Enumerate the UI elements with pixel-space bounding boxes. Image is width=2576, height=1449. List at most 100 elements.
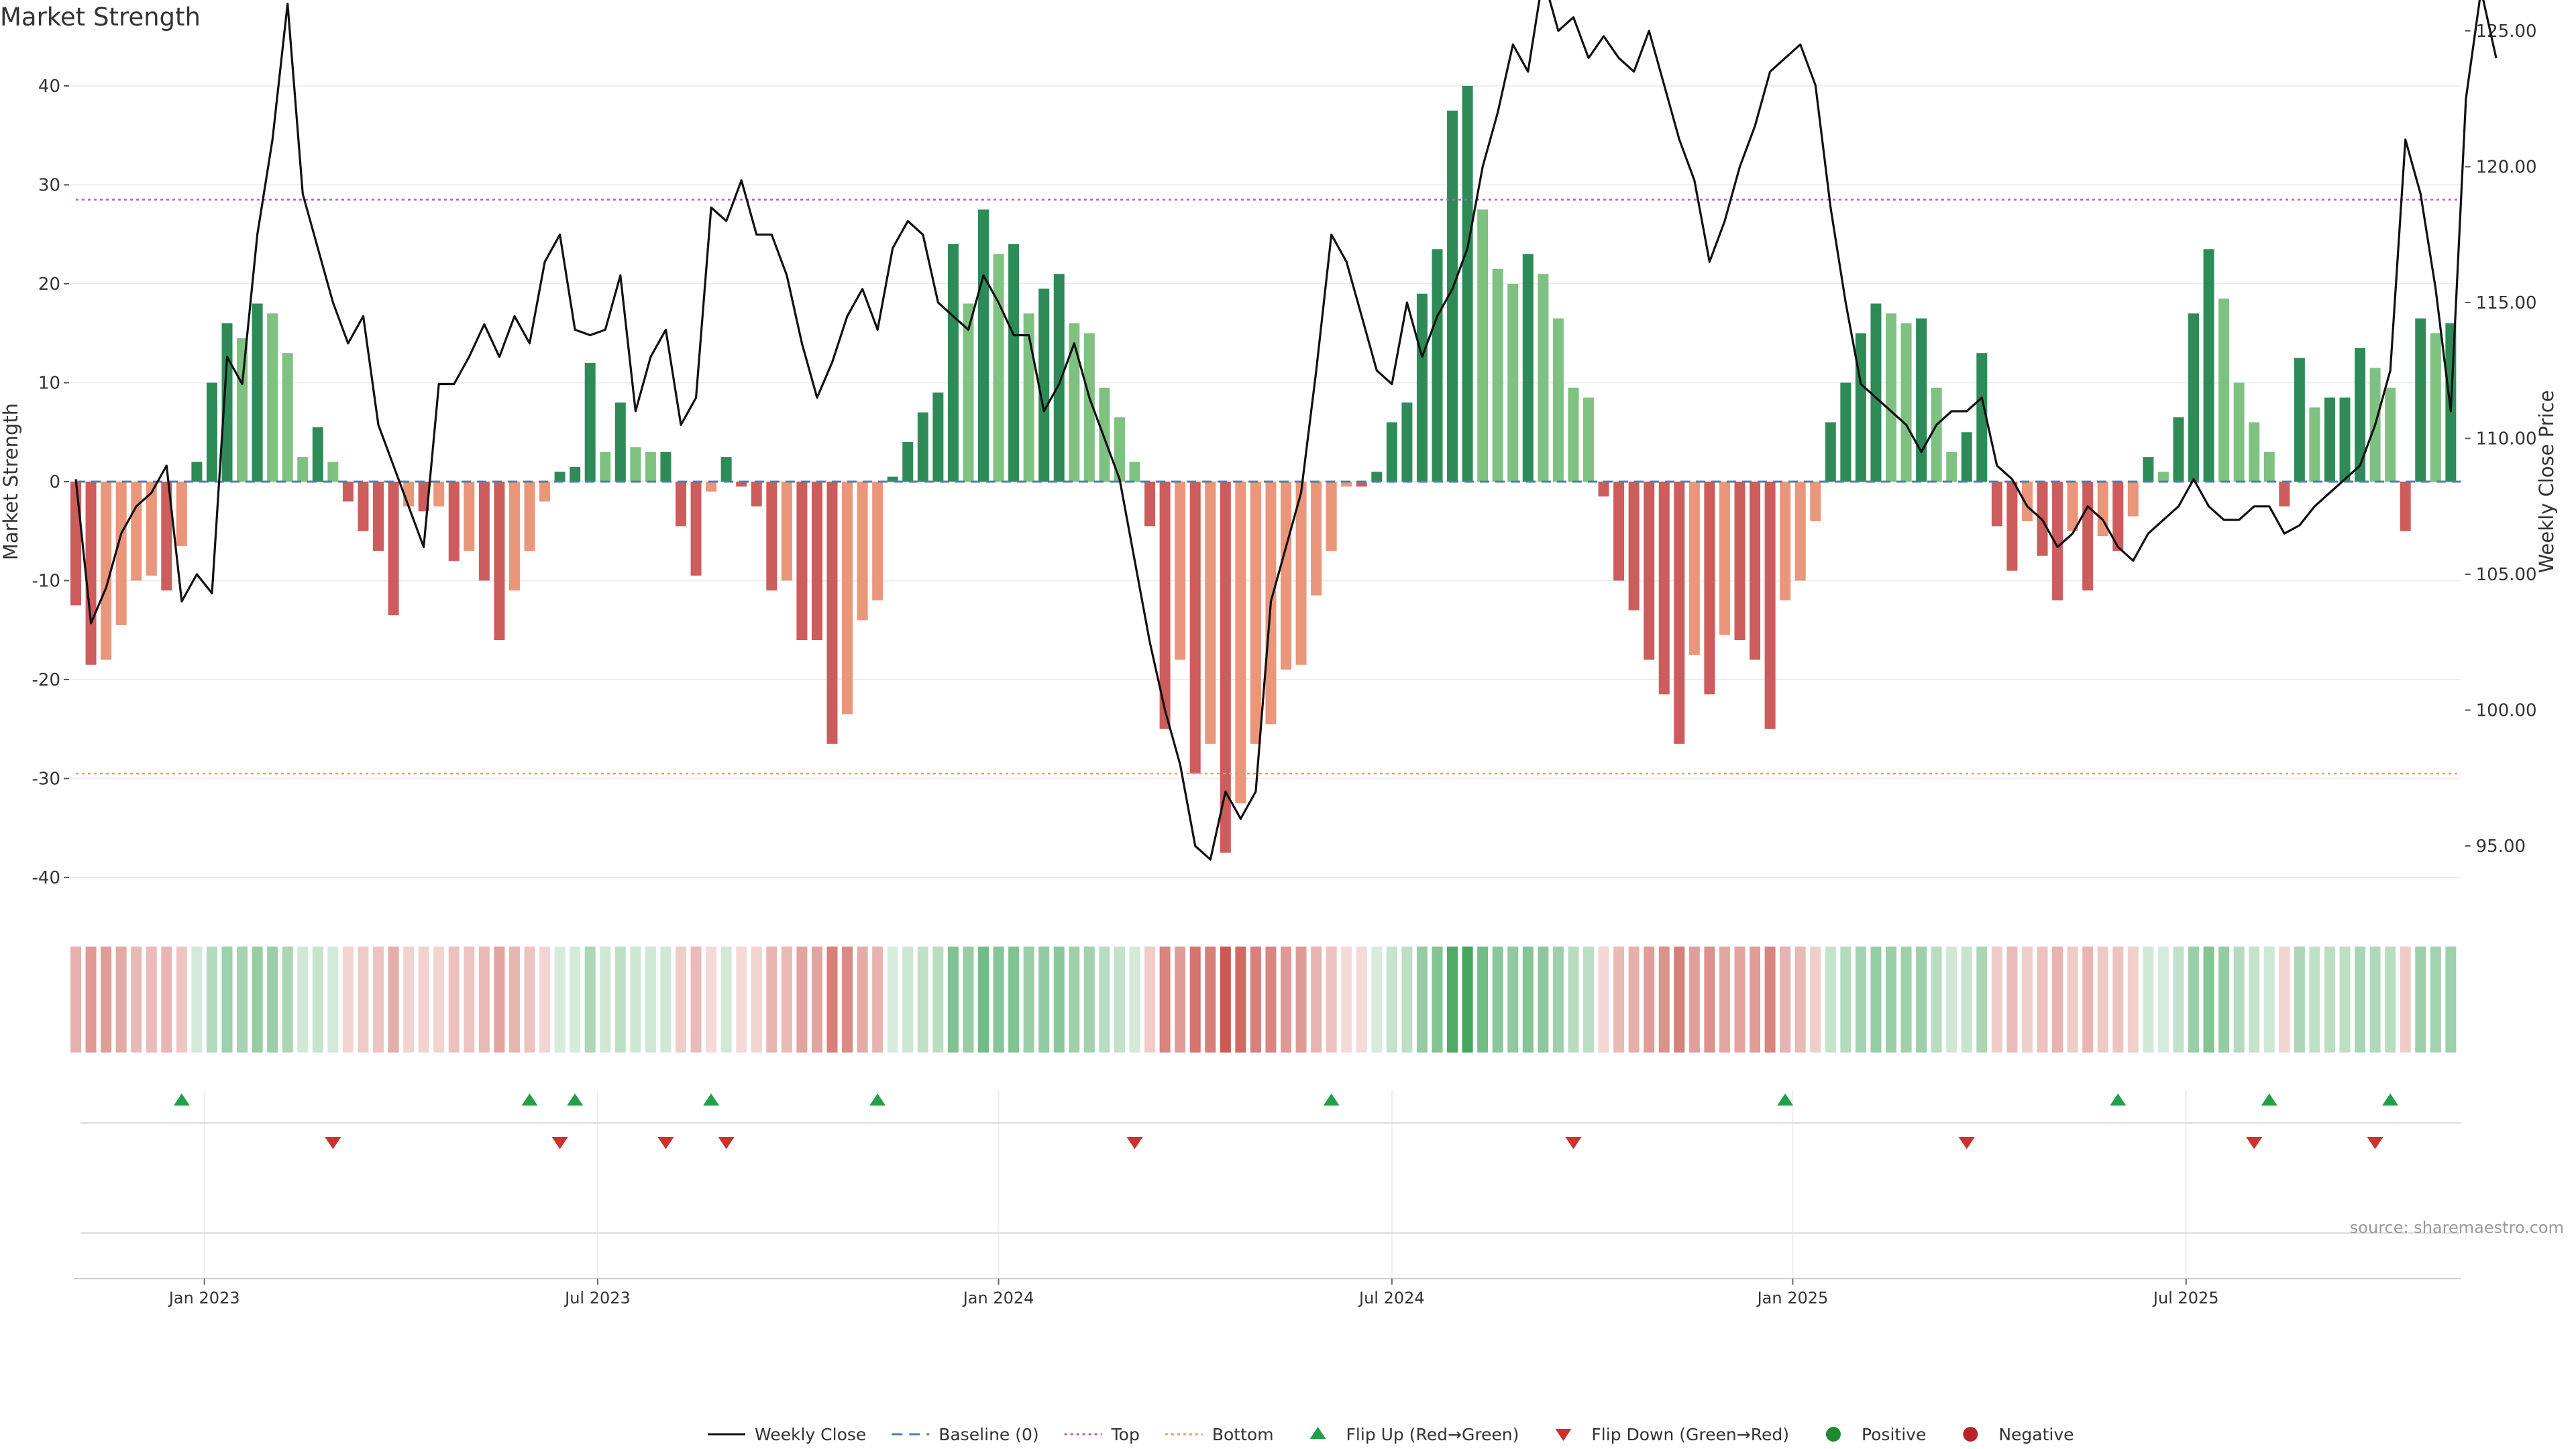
- strength-bar: [1628, 482, 1640, 610]
- strength-bar: [1416, 293, 1428, 482]
- y2-tick-label: 105.00: [2476, 565, 2537, 585]
- strength-bar: [2309, 407, 2320, 482]
- strength-bar: [720, 457, 732, 482]
- strength-bar: [993, 254, 1004, 482]
- strength-bar: [101, 482, 112, 660]
- heat-strip-cell: [1552, 947, 1564, 1053]
- strength-bar: [418, 482, 429, 512]
- heat-strip-cell: [1281, 947, 1291, 1053]
- strength-bar: [902, 442, 914, 482]
- x-tick-label: Jul 2023: [564, 1289, 631, 1307]
- strength-bar: [1613, 482, 1625, 581]
- weekly-close-line: [74, 0, 2498, 861]
- y-tick-label: -10: [32, 572, 60, 592]
- strength-bar: [2006, 482, 2018, 571]
- heat-strip-cell: [448, 947, 460, 1053]
- strength-bar: [1038, 288, 1050, 482]
- heat-strip-cell: [1991, 947, 2002, 1053]
- strength-bar: [146, 482, 157, 576]
- flip-up-marker: [2261, 1093, 2277, 1106]
- strength-bar: [963, 303, 974, 482]
- heat-strip-cell: [1401, 947, 1413, 1053]
- heat-strip-cell: [433, 947, 445, 1053]
- legend-label: Weekly Close: [755, 1425, 866, 1444]
- heat-strip-cell: [902, 947, 914, 1053]
- heat-strip-cell: [2294, 947, 2305, 1053]
- strength-bar: [1552, 318, 1564, 482]
- heat-strip-cell: [614, 947, 626, 1053]
- heat-strip-cell: [1870, 947, 1882, 1053]
- strength-bar: [464, 482, 475, 551]
- strength-bar: [358, 482, 369, 531]
- legend-label: Negative: [1998, 1425, 2074, 1444]
- heat-strip-cell: [660, 947, 672, 1053]
- heat-strip-cell: [1780, 947, 1791, 1053]
- strength-bar: [1583, 397, 1594, 482]
- strength-bar: [1023, 313, 1034, 482]
- strength-bar: [2127, 482, 2139, 517]
- strength-bar: [1432, 249, 1443, 482]
- strength-bar: [2143, 457, 2154, 482]
- heat-strip-cell: [146, 947, 157, 1053]
- strength-bar: [176, 482, 187, 546]
- strength-bar: [161, 482, 172, 591]
- heat-strip-cell: [1538, 947, 1549, 1053]
- strength-bar: [2157, 472, 2169, 482]
- heat-strip-cell: [1038, 947, 1050, 1053]
- strength-bar: [1295, 482, 1307, 665]
- strength-bar: [327, 462, 339, 482]
- heat-strip-cell: [2249, 947, 2260, 1053]
- strength-bar: [1704, 482, 1715, 695]
- strength-bar: [131, 482, 142, 581]
- heat-strip-cell: [842, 947, 853, 1053]
- heat-strip-cell: [1916, 947, 1927, 1053]
- strength-bar: [2385, 387, 2396, 482]
- heat-strip-cell: [1189, 947, 1201, 1053]
- strength-bar: [857, 482, 868, 621]
- heat-strip-cell: [1855, 947, 1866, 1053]
- strength-bar: [736, 482, 747, 487]
- legend-swatch-flip-up: [1309, 1427, 1326, 1439]
- heat-strip-cell: [2143, 947, 2154, 1053]
- heat-strip-cell: [584, 947, 596, 1053]
- heat-strip-cell: [2385, 947, 2396, 1053]
- heat-strip-cell: [221, 947, 233, 1053]
- heat-strip-cell: [1931, 947, 1942, 1053]
- strength-bar: [600, 451, 611, 482]
- source-credit: source: sharemaestro.com: [2349, 1218, 2564, 1237]
- x-tick-label: Jan 2025: [1756, 1289, 1829, 1307]
- heat-strip-cell: [2082, 947, 2094, 1053]
- flip-down-marker: [325, 1137, 341, 1149]
- strength-bar: [1719, 482, 1730, 635]
- heat-strip-cell: [252, 947, 263, 1053]
- strength-bar: [1840, 382, 1851, 482]
- strength-bar: [947, 244, 959, 482]
- strength-bar: [1311, 482, 1322, 596]
- strength-bar: [1083, 333, 1095, 482]
- legend-label: Positive: [1862, 1425, 1926, 1444]
- strength-bar: [1401, 402, 1413, 482]
- y-tick-label: 0: [49, 472, 60, 492]
- strength-bar: [796, 482, 808, 640]
- heat-strip-cell: [1023, 947, 1034, 1053]
- strength-bar: [2415, 318, 2426, 482]
- strength-bar: [826, 482, 838, 744]
- strength-bar: [1931, 387, 1942, 482]
- heat-strip-cell: [2263, 947, 2275, 1053]
- strength-bar: [1750, 482, 1761, 660]
- strength-bar: [1205, 482, 1216, 744]
- strength-bar: [660, 451, 672, 482]
- y-axis-label: Market Strength: [0, 403, 22, 560]
- heat-strip-cell: [554, 947, 566, 1053]
- heat-strip-cell: [1235, 947, 1246, 1053]
- flip-down-marker: [2367, 1137, 2383, 1149]
- heat-strip-cell: [508, 947, 520, 1053]
- strength-bar: [1794, 482, 1806, 581]
- strength-bar: [2218, 299, 2230, 482]
- heat-strip-cell: [736, 947, 747, 1053]
- strength-bar: [2279, 482, 2290, 506]
- heat-strip-cell: [1750, 947, 1761, 1053]
- strength-bar: [2355, 347, 2366, 482]
- legend-label: Top: [1111, 1425, 1140, 1444]
- strength-bar: [1598, 482, 1609, 497]
